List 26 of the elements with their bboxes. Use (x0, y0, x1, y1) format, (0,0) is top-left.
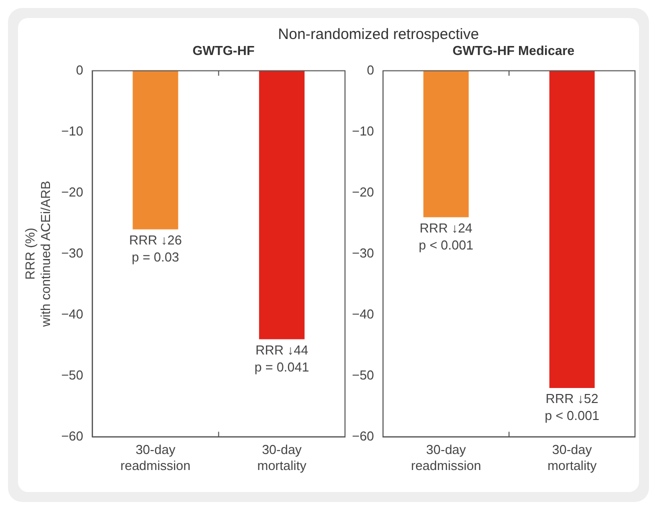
y-tick-label: 0 (76, 62, 83, 78)
y-tick-label: −30 (60, 245, 83, 260)
y-tick-label: −60 (351, 428, 374, 444)
y-tick-label: −30 (351, 245, 374, 260)
y-tick-label: −20 (351, 184, 374, 200)
annotation: RRR ↓52 p < 0.001 (544, 391, 599, 424)
annotation: RRR ↓24 p < 0.001 (418, 220, 473, 252)
y-tick-label: −10 (60, 123, 83, 138)
y-tick-label: −40 (351, 306, 374, 322)
annotation: RRR ↓26 p = 0.03 (128, 232, 182, 264)
y-tick-label: −50 (351, 367, 374, 382)
y-tick-label: −50 (60, 367, 83, 382)
chart-subtitle: GWTG-HF (191, 43, 255, 58)
text: Non-randomized retrospective (277, 26, 480, 43)
x-tick-label: 30-day readmission (120, 442, 190, 473)
y-tick-label: −10 (351, 123, 374, 138)
y-tick-label: −60 (60, 428, 83, 444)
x-tick-label: 30-day readmission (410, 442, 481, 473)
x-tick-label: 30-day mortality (256, 442, 306, 473)
y-tick-label: −40 (60, 306, 83, 322)
chart-subtitle: GWTG-HF Medicare (451, 43, 575, 58)
x-tick-label: 30-day mortality (546, 442, 597, 473)
y-tick-label: −20 (60, 184, 83, 200)
annotation: RRR ↓44 p = 0.041 (254, 342, 309, 374)
y-tick-label: 0 (366, 62, 374, 78)
y-axis-title: RRR (%) with continued ACEi/ARB (22, 180, 52, 328)
